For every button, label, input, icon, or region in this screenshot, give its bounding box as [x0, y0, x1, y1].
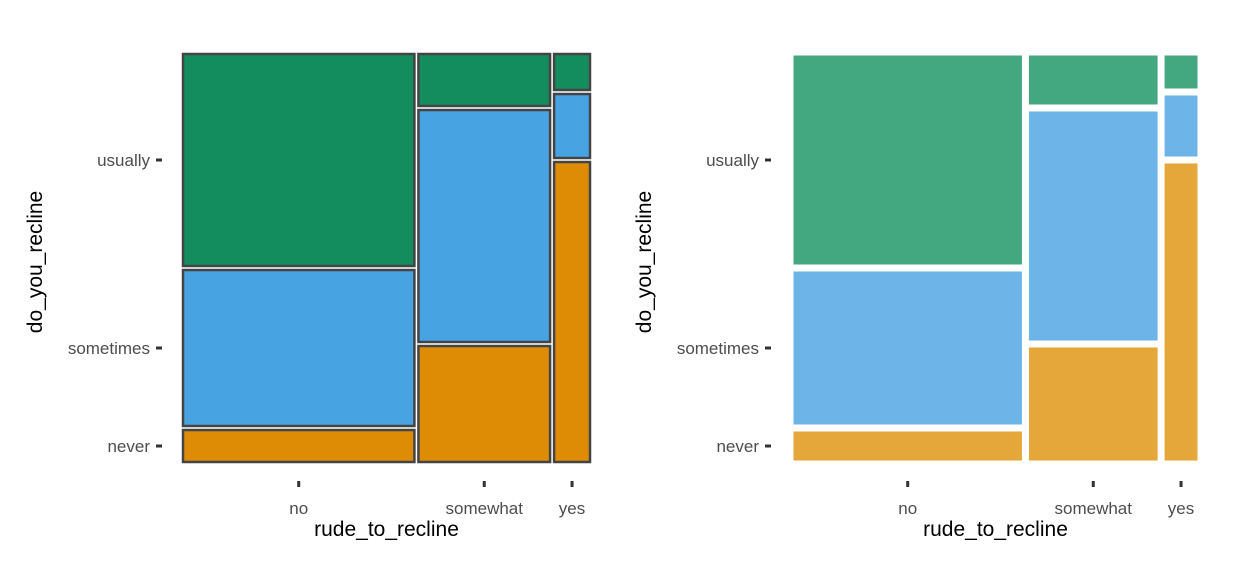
x-tick-label-no: no — [898, 499, 917, 518]
mosaic-tile-somewhat-never — [417, 344, 552, 464]
mosaic-panel-2: never sometimes usually no somewhat yes rude_t… — [633, 52, 1201, 541]
x-axis-title: rude_to_recline — [923, 518, 1068, 541]
mosaic-tile-yes-never — [1161, 160, 1201, 464]
y-tick-label-sometimes: sometimes — [677, 339, 759, 358]
mosaic-tile-no-usually — [181, 52, 416, 268]
mosaic-tile-somewhat-usually — [417, 52, 552, 108]
x-axis-title: rude_to_recline — [314, 518, 459, 541]
y-tick-label-never: never — [107, 437, 150, 456]
y-axis-title: do_you_recline — [24, 191, 47, 333]
mosaic-tile-yes-usually — [552, 52, 592, 92]
mosaic-tile-no-usually — [790, 52, 1025, 268]
mosaic-tile-no-sometimes — [181, 268, 416, 428]
y-tick-label-usually: usually — [706, 151, 759, 170]
mosaic-tile-somewhat-never — [1025, 344, 1161, 464]
mosaic-tile-yes-usually — [1161, 52, 1201, 92]
mosaic-tile-yes-sometimes — [552, 92, 592, 160]
mosaic-tile-no-never — [790, 428, 1025, 464]
y-axis-title: do_you_recline — [633, 191, 656, 333]
mosaic-panel-1: never sometimes usually no somewhat yes rude_t… — [24, 52, 592, 541]
mosaic-tile-yes-never — [552, 160, 592, 464]
mosaic-tile-yes-sometimes — [1161, 92, 1201, 160]
x-tick-label-yes: yes — [1168, 499, 1194, 518]
y-tick-label-never: never — [716, 437, 759, 456]
x-tick-label-somewhat: somewhat — [1055, 499, 1133, 518]
mosaic-tile-no-sometimes — [790, 268, 1025, 428]
x-tick-label-somewhat: somewhat — [446, 499, 524, 518]
x-tick-label-yes: yes — [559, 499, 585, 518]
mosaic-tile-somewhat-sometimes — [417, 108, 552, 344]
mosaic-tile-somewhat-usually — [1025, 52, 1161, 108]
y-tick-label-usually: usually — [97, 151, 150, 170]
mosaic-tile-somewhat-sometimes — [1025, 108, 1161, 344]
mosaic-tile-no-never — [181, 428, 416, 464]
x-tick-label-no: no — [289, 499, 308, 518]
y-tick-label-sometimes: sometimes — [68, 339, 150, 358]
